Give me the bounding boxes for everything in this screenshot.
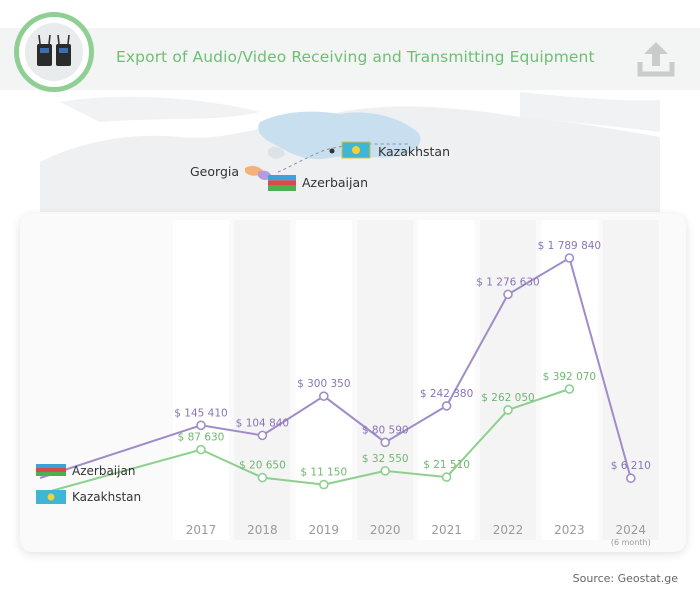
- data-label: $ 242 380: [420, 388, 473, 400]
- data-point: [318, 479, 329, 490]
- data-label: $ 87 630: [178, 432, 225, 444]
- year-band: [541, 220, 598, 540]
- year-band: [234, 220, 291, 540]
- x-tick-label: 2022: [493, 523, 524, 537]
- map-label-georgia: Georgia: [190, 164, 240, 179]
- legend-kazakhstan: Kazakhstan: [72, 490, 141, 504]
- data-point: [196, 420, 206, 431]
- map-label-azerbaijan: Azerbaijan: [302, 175, 369, 190]
- data-label: $ 6 210: [611, 460, 651, 472]
- map: Georgia Azerbaijan Kazakhstan: [40, 92, 660, 212]
- page-title: Export of Audio/Video Receiving and Tran…: [116, 48, 595, 66]
- x-tick-label: 2021: [431, 523, 462, 537]
- year-band: [173, 220, 229, 540]
- line-chart: $ 145 410 $ 104 840 $ 300 350 $ 80 590 $ 242…: [36, 220, 659, 547]
- data-point: [257, 430, 268, 441]
- data-point: [625, 473, 636, 484]
- x-tick-label: 2023: [554, 523, 585, 537]
- data-point: [564, 253, 575, 263]
- data-point: [503, 405, 513, 415]
- data-point: [257, 472, 268, 483]
- data-label: $ 1 276 630: [476, 276, 539, 288]
- data-label: $ 392 070: [543, 371, 596, 383]
- data-label: $ 262 050: [481, 392, 534, 404]
- header-bar: [0, 28, 700, 90]
- data-label: $ 145 410: [174, 407, 227, 419]
- map-label-kazakhstan: Kazakhstan: [378, 144, 451, 159]
- region-map: [40, 92, 660, 212]
- chart-card: $ 145 410 $ 104 840 $ 300 350 $ 80 590 $ 242…: [20, 214, 686, 552]
- series-line-kazakhstan: [39, 388, 570, 495]
- data-label: $ 32 550: [362, 453, 409, 465]
- x-tick-label: 2018: [247, 523, 278, 537]
- data-point: [380, 466, 391, 476]
- year-band: [418, 220, 475, 540]
- year-band: [602, 220, 659, 540]
- data-point: [441, 401, 452, 411]
- data-point: [318, 391, 329, 401]
- x-tick-label: 2024: [616, 523, 647, 537]
- data-point: [380, 437, 391, 448]
- x-tick-label: 2017: [186, 523, 217, 537]
- data-point: [441, 472, 452, 482]
- logo: [14, 12, 94, 92]
- legend-azerbaijan: Azerbaijan: [72, 464, 135, 478]
- data-label: $ 300 350: [297, 378, 350, 390]
- data-point: [503, 289, 513, 300]
- x-tick-label: 2019: [309, 523, 340, 537]
- source-note: Source: Geostat.ge: [572, 572, 678, 585]
- data-label: $ 21 510: [423, 459, 470, 471]
- upload-button[interactable]: [636, 38, 676, 78]
- upload-icon: [637, 42, 675, 77]
- data-point: [196, 444, 206, 455]
- data-label: $ 80 590: [362, 424, 409, 436]
- data-label: $ 11 150: [300, 467, 347, 479]
- data-label: $ 1 789 840: [538, 240, 601, 252]
- year-band: [480, 220, 536, 540]
- av-transmitter-device-icon: [25, 23, 83, 81]
- data-label: $ 20 650: [239, 460, 286, 472]
- data-point: [564, 384, 575, 394]
- x-tick-label: 2020: [370, 523, 401, 537]
- year-band: [357, 220, 414, 540]
- data-label: $ 104 840: [236, 417, 289, 429]
- x-tick-note: (6 month): [611, 538, 651, 547]
